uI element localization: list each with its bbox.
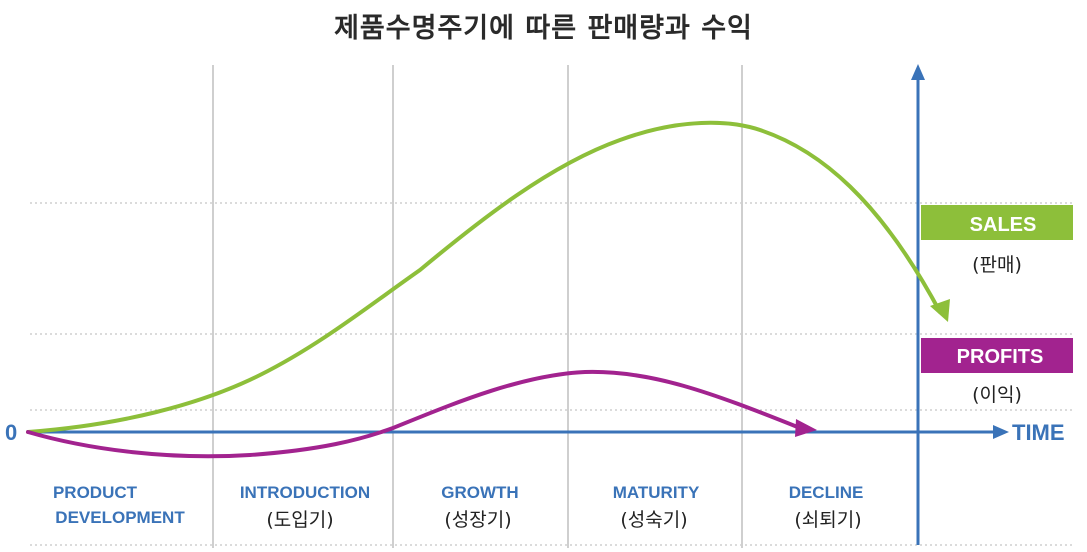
stage-label-introduction-ko: (도입기) (266, 509, 333, 531)
diagram-title: 제품수명주기에 따른 판매량과 수익 (334, 13, 753, 44)
vertical-axis-arrowhead (911, 64, 925, 80)
stage-label-growth: GROWTH (441, 483, 518, 502)
sales-curve (26, 120, 942, 434)
sales-legend-sub: (판매) (972, 254, 1022, 276)
stage-label-maturity: MATURITY (613, 483, 700, 502)
profits-legend-sub: (이익) (972, 384, 1022, 406)
sales-legend-label: SALES (970, 214, 1037, 236)
stage-label-product-development-2: DEVELOPMENT (55, 508, 185, 527)
profits-legend-label: PROFITS (957, 346, 1044, 368)
stage-label-product-development-1: PRODUCT (53, 483, 138, 502)
profits-arrowhead (795, 419, 817, 437)
profits-legend-box (921, 338, 1073, 373)
time-label: TIME (1012, 420, 1065, 445)
stage-label-decline-ko: (쇠퇴기) (794, 509, 861, 531)
sales-arrowhead (930, 299, 950, 322)
sales-legend-box (921, 205, 1073, 240)
origin-label: 0 (5, 420, 17, 445)
stage-label-growth-ko: (성장기) (444, 509, 511, 531)
time-axis-arrowhead (993, 425, 1009, 439)
stage-label-maturity-ko: (성숙기) (620, 509, 687, 531)
stage-label-decline: DECLINE (789, 483, 864, 502)
stage-label-introduction: INTRODUCTION (240, 483, 370, 502)
profits-curve (26, 369, 802, 459)
